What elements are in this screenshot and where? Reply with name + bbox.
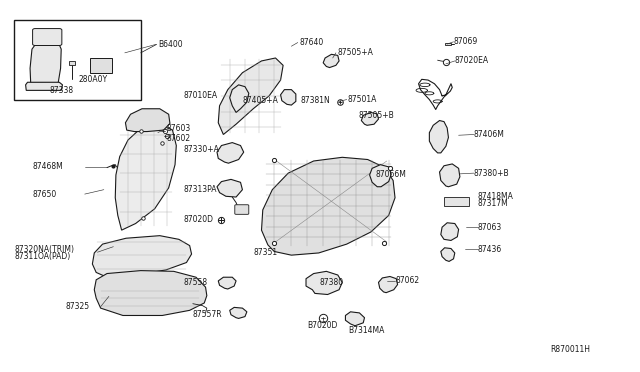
Text: 87406M: 87406M [474,130,505,139]
Polygon shape [217,179,243,197]
Text: 87418MA: 87418MA [477,192,513,201]
Polygon shape [218,58,283,135]
Text: 87380: 87380 [320,278,344,287]
Polygon shape [217,142,244,163]
Polygon shape [441,248,455,262]
Text: 87338: 87338 [50,86,74,95]
Polygon shape [115,124,176,230]
Text: 87381N: 87381N [301,96,331,105]
Text: 87650: 87650 [33,190,57,199]
Polygon shape [125,109,170,132]
Text: 87317M: 87317M [477,199,508,208]
Polygon shape [441,223,459,240]
Text: 87505+A: 87505+A [337,48,373,57]
FancyBboxPatch shape [235,205,249,214]
Polygon shape [262,157,395,255]
Text: 87380+B: 87380+B [474,169,509,177]
Polygon shape [346,312,365,326]
Text: 87020D: 87020D [183,215,213,224]
Polygon shape [230,307,247,318]
Text: 87330+A: 87330+A [183,145,219,154]
Polygon shape [362,112,378,125]
Text: 87325: 87325 [66,302,90,311]
Text: 87320NA(TRIM): 87320NA(TRIM) [15,245,75,254]
Text: 87063: 87063 [477,223,502,232]
Text: 87405+A: 87405+A [243,96,278,105]
Bar [70,61,75,65]
Text: R870011H: R870011H [550,345,590,354]
Text: 87603: 87603 [166,125,190,134]
Polygon shape [94,270,207,315]
Polygon shape [369,165,391,187]
Text: B6400: B6400 [158,40,182,49]
Polygon shape [440,164,460,187]
Text: B7314MA: B7314MA [349,326,385,335]
Text: 87468M: 87468M [33,162,63,171]
Polygon shape [378,276,397,293]
Text: 87501A: 87501A [348,95,377,104]
Polygon shape [306,271,342,295]
Text: 87436: 87436 [477,245,502,254]
Text: 87558: 87558 [183,278,207,287]
Polygon shape [30,45,61,84]
Polygon shape [218,277,236,289]
FancyBboxPatch shape [33,29,62,45]
Bar [90,58,112,73]
Text: B7020D: B7020D [307,321,338,330]
Polygon shape [26,82,63,90]
Polygon shape [230,85,249,112]
Text: 87505+B: 87505+B [358,111,394,120]
Bar [13,20,141,100]
Text: 87069: 87069 [454,37,478,46]
Bar [444,197,469,206]
Bar [445,42,451,45]
Text: 87066M: 87066M [376,170,407,179]
Text: 87351: 87351 [253,248,277,257]
Polygon shape [280,90,296,105]
Polygon shape [323,54,339,68]
Text: 87313PA: 87313PA [183,185,217,194]
Polygon shape [92,235,191,277]
Text: 280A0Y: 280A0Y [78,75,108,84]
Polygon shape [429,121,449,153]
Text: 87640: 87640 [300,38,324,47]
Text: 87062: 87062 [395,276,419,285]
Text: 87010EA: 87010EA [183,92,218,100]
Text: 87311OA(PAD): 87311OA(PAD) [15,252,71,261]
Text: 87602: 87602 [166,134,190,143]
Text: 87557R: 87557R [193,310,223,318]
Text: 87020EA: 87020EA [455,57,489,65]
